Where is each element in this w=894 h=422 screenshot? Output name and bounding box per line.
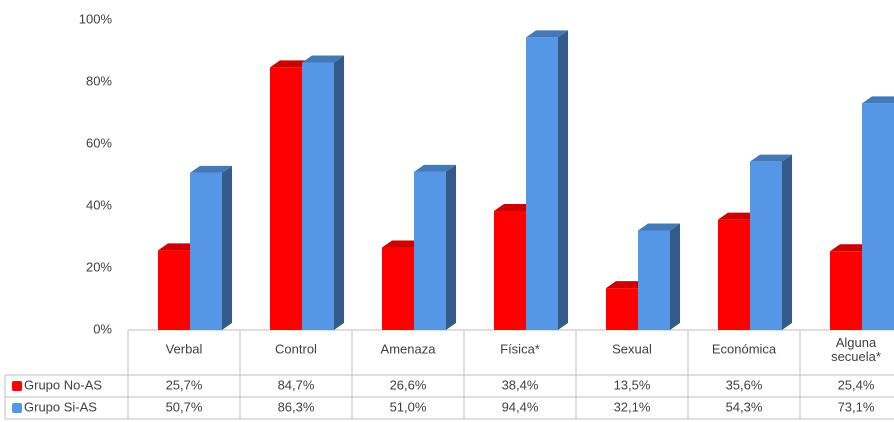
legend-swatch (12, 403, 22, 413)
data-label: 54,3% (726, 399, 763, 414)
bar-side (670, 223, 680, 330)
bar-front (718, 219, 750, 330)
y-tick-label: 40% (86, 197, 112, 212)
data-label: 84,7% (278, 377, 315, 392)
bar-front (382, 247, 414, 330)
bar-top (190, 165, 232, 173)
bar (190, 165, 232, 330)
y-tick-label: 100% (79, 11, 113, 26)
category-label: Alguna secuela* (831, 335, 881, 364)
bar-top (830, 244, 872, 252)
category-line: Alguna (836, 335, 877, 350)
y-tick-label: 80% (86, 73, 112, 88)
data-label: 35,6% (726, 377, 763, 392)
data-label: 13,5% (614, 377, 651, 392)
bar-top (526, 30, 568, 38)
bar-top (270, 60, 312, 68)
bar (414, 164, 456, 330)
data-label: 94,4% (502, 399, 539, 414)
data-label: 32,1% (614, 399, 651, 414)
data-label: 50,7% (166, 399, 203, 414)
data-label: 86,3% (278, 399, 315, 414)
y-tick-label: 60% (86, 135, 112, 150)
bar-top (158, 243, 200, 251)
bar-top (414, 164, 456, 172)
legend-swatch (12, 381, 22, 391)
bar-side (558, 30, 568, 331)
category-label: Verbal (166, 341, 203, 356)
bar-front (830, 251, 862, 330)
bar-top (606, 281, 648, 289)
bar-top (718, 212, 760, 220)
bar (750, 154, 792, 330)
bar (638, 223, 680, 330)
category-label: Amenaza (381, 341, 437, 356)
bar-side (334, 55, 344, 330)
data-label: 51,0% (390, 399, 427, 414)
bar-front (158, 250, 190, 330)
bar-side (222, 165, 232, 330)
bar-front (494, 210, 526, 330)
data-label: 73,1% (838, 399, 875, 414)
y-tick-label: 20% (86, 259, 112, 274)
data-label: 38,4% (502, 377, 539, 392)
bar-front (414, 171, 446, 330)
bar-front (190, 172, 222, 330)
bar-front (606, 288, 638, 330)
bar-top (302, 55, 344, 63)
bar-side (782, 154, 792, 330)
category-label: Física* (500, 341, 540, 356)
category-line: secuela* (831, 349, 881, 364)
legend-label: Grupo Si-AS (24, 399, 97, 414)
bar-front (638, 230, 670, 330)
bar (302, 55, 344, 330)
data-label: 25,7% (166, 377, 203, 392)
bar-top (750, 154, 792, 162)
data-label: 25,4% (838, 377, 875, 392)
bar (526, 30, 568, 331)
bar-top (494, 203, 536, 211)
y-tick-label: 0% (93, 321, 112, 336)
bar-front (270, 67, 302, 331)
bar-side (446, 164, 456, 330)
bar-top (382, 240, 424, 248)
category-label: Económica (712, 341, 777, 356)
bar-top (638, 223, 680, 231)
bar-front (862, 103, 894, 330)
bar-top (862, 96, 894, 104)
legend-label: Grupo No-AS (24, 377, 102, 392)
bar-front (302, 62, 334, 330)
category-label: Control (275, 341, 317, 356)
category-label: Sexual (612, 341, 652, 356)
data-label: 26,6% (390, 377, 427, 392)
bar-front (526, 37, 558, 331)
bar (862, 96, 894, 330)
bar-front (750, 161, 782, 330)
